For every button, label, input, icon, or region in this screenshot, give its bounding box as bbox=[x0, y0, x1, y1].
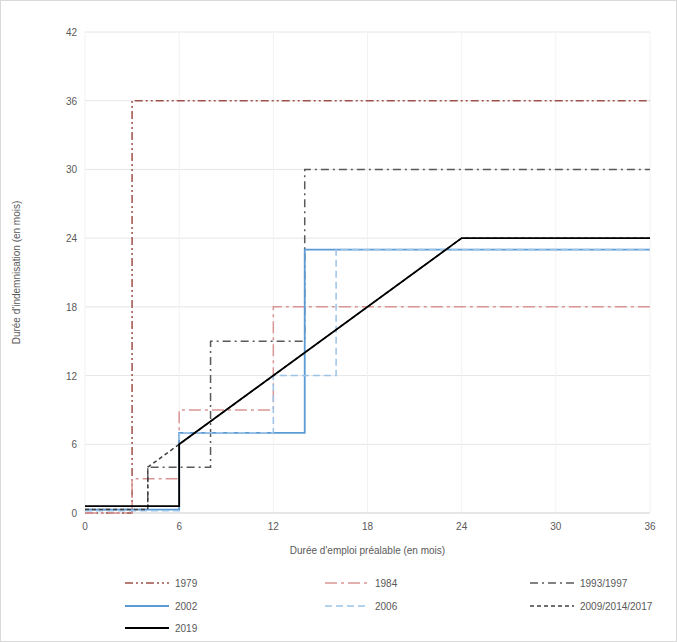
tick-label: 18 bbox=[66, 302, 78, 313]
tick-label: 6 bbox=[71, 439, 77, 450]
series-group bbox=[85, 101, 650, 513]
tick-label: 0 bbox=[82, 521, 88, 532]
tick-label: 36 bbox=[66, 96, 78, 107]
tick-label: 30 bbox=[66, 164, 78, 175]
tick-label: 24 bbox=[66, 233, 78, 244]
grid-line bbox=[85, 513, 650, 514]
series-line bbox=[85, 250, 650, 510]
tick-label: 0 bbox=[71, 508, 77, 519]
legend-swatch bbox=[125, 627, 169, 629]
x-axis-label: Durée d'emploi préalable (en mois) bbox=[290, 545, 445, 556]
tick-label: 6 bbox=[176, 521, 182, 532]
grid-line bbox=[461, 32, 462, 513]
series-line bbox=[85, 238, 650, 509]
grid-line bbox=[650, 32, 651, 513]
series-line bbox=[85, 238, 650, 506]
tick-label: 30 bbox=[550, 521, 562, 532]
legend-swatch bbox=[125, 582, 169, 584]
grid-line bbox=[555, 32, 556, 513]
grid-line bbox=[367, 32, 368, 513]
tick-label: 12 bbox=[268, 521, 280, 532]
legend-label: 1993/1997 bbox=[580, 578, 628, 589]
legend-label: 2002 bbox=[175, 601, 198, 612]
legend-swatch bbox=[530, 605, 574, 607]
legend-swatch bbox=[125, 605, 169, 607]
legend-label: 2006 bbox=[375, 601, 398, 612]
series-line bbox=[85, 169, 650, 509]
legend-swatch bbox=[530, 582, 574, 584]
legend-label: 2009/2014/2017 bbox=[580, 601, 653, 612]
series-line bbox=[85, 250, 650, 511]
tick-label: 36 bbox=[644, 521, 656, 532]
grid-line bbox=[273, 32, 274, 513]
legend-label: 1979 bbox=[175, 578, 198, 589]
tick-label: 18 bbox=[362, 521, 374, 532]
tick-label: 12 bbox=[66, 371, 78, 382]
chart-frame bbox=[1, 1, 677, 642]
x-axis bbox=[85, 513, 650, 514]
y-axis-label: Durée d'indemnisation (en mois) bbox=[11, 201, 22, 345]
legend-label: 2019 bbox=[175, 623, 198, 634]
series-line bbox=[85, 101, 650, 513]
legend-label: 1984 bbox=[375, 578, 398, 589]
chart: 0 6 12 18 24 30 36 42 0 6 12 18 24 30 36 Durée d'emploi… bbox=[0, 0, 677, 642]
legend-swatch bbox=[325, 605, 369, 607]
series-line bbox=[85, 307, 650, 513]
tick-label: 42 bbox=[66, 27, 78, 38]
tick-label: 24 bbox=[456, 521, 468, 532]
grid-line bbox=[85, 32, 86, 513]
legend-swatch bbox=[325, 582, 369, 584]
